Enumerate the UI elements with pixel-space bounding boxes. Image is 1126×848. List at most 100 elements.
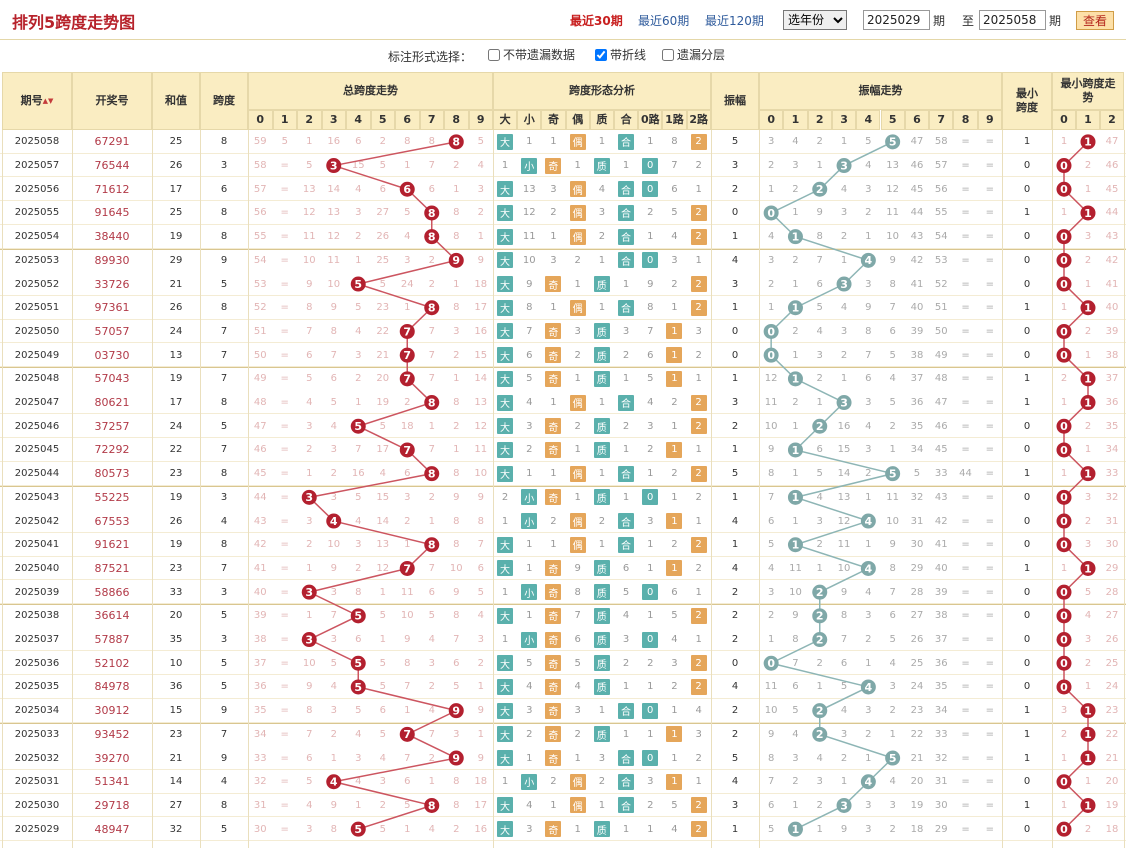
amp-miss-cell: 2: [792, 776, 799, 788]
option-layer-label: 遗漏分层: [677, 48, 726, 62]
span-miss-cell: 4: [355, 183, 362, 195]
span-ball-label: 7: [403, 373, 411, 386]
span-ball-label: 3: [305, 586, 313, 599]
amp-cell: 5: [731, 468, 739, 480]
span-miss-cell: 6: [330, 373, 337, 385]
shape-miss-cell: 1: [647, 231, 654, 243]
amp-miss-cell: 3: [865, 823, 872, 835]
amp-ball: [860, 774, 876, 790]
amp-miss-cell: 37: [934, 634, 948, 646]
span-ball-label: 9: [452, 704, 460, 717]
shape-badge: 1: [666, 513, 683, 530]
sort-icon[interactable]: ▲▼: [42, 97, 54, 105]
span-miss-cell: 2: [453, 349, 460, 361]
shape-miss-cell: 1: [598, 397, 606, 409]
period-cell: 2025054: [14, 231, 60, 243]
shape-badge: 0: [642, 489, 659, 506]
column-separator: [152, 130, 153, 848]
min-miss-cell: 4: [1084, 610, 1092, 622]
amp-ball: [860, 252, 876, 268]
amp-ball: [860, 513, 876, 529]
min-miss-cell: 19: [1105, 799, 1119, 811]
span-miss-cell: 2: [404, 397, 411, 409]
amp-miss-cell: 11: [789, 562, 802, 574]
shape-badge: 小: [521, 513, 538, 530]
shape-miss-cell: 4: [526, 397, 533, 409]
shape-badge: 偶: [569, 228, 586, 245]
span-miss-cell: 18: [474, 278, 488, 290]
option-line[interactable]: 带折线: [595, 46, 646, 63]
shape-miss-cell: 1: [574, 491, 581, 503]
span-miss-cell: 13: [327, 207, 341, 219]
recent-60-link[interactable]: 最近60期: [638, 14, 690, 28]
shape-miss-cell: 1: [598, 254, 606, 266]
view-button[interactable]: 查看: [1076, 11, 1114, 30]
span-miss-cell: 10: [302, 254, 316, 266]
shape-badge: 大: [497, 465, 513, 482]
amp-miss-cell: 40: [934, 562, 948, 574]
amp-cell: 2: [731, 634, 739, 646]
shape-badge: 大: [497, 797, 513, 814]
option-layer-checkbox[interactable]: [662, 48, 674, 61]
amp-miss-cell: =: [961, 278, 970, 290]
shape-miss-cell: 4: [695, 705, 702, 717]
prize-cell: 29718: [94, 798, 130, 812]
period-header[interactable]: 期号 ▲▼: [2, 72, 72, 130]
option-no-miss-label: 不带遗漏数据: [503, 48, 576, 62]
shape-miss-cell: 3: [647, 420, 654, 432]
span-miss-cell: =: [280, 610, 289, 622]
prize-cell: 33726: [94, 277, 130, 291]
shape-miss-cell: 1: [695, 776, 702, 788]
amp-miss-cell: =: [961, 610, 970, 622]
row-separator: [0, 555, 1126, 557]
span-miss-cell: 6: [379, 705, 386, 717]
recent-30-link[interactable]: 最近30期: [570, 14, 623, 28]
shape-miss-cell: 1: [574, 160, 581, 172]
period-cell: 2025051: [14, 302, 60, 314]
recent-120-link[interactable]: 最近120期: [705, 14, 764, 28]
span-miss-cell: 3: [355, 349, 362, 361]
amp-cell: 2: [731, 420, 739, 432]
shape-miss-cell: 1: [647, 610, 654, 622]
span-miss-cell: =: [280, 562, 289, 574]
span-ball: [424, 537, 440, 553]
amp-miss-cell: 1: [840, 373, 848, 385]
option-no-miss-checkbox[interactable]: [488, 48, 500, 61]
min-miss-cell: 1: [1060, 207, 1068, 219]
span-ball-label: 5: [354, 420, 362, 433]
amp-ball: [763, 323, 779, 339]
amp-miss-cell: =: [961, 254, 970, 266]
span-miss-cell: =: [280, 491, 289, 503]
amp-miss-cell: 5: [792, 705, 799, 717]
span-miss-cell: 7: [330, 610, 337, 622]
amp-miss-cell: 1: [792, 468, 799, 480]
span-cell: 3: [220, 634, 228, 646]
amp-digit-header-2: 2: [807, 110, 832, 130]
year-select[interactable]: 选年份: [783, 10, 847, 30]
shape-miss-cell: 6: [574, 634, 581, 646]
amp-miss-cell: 2: [816, 373, 823, 385]
option-no-miss[interactable]: 不带遗漏数据: [488, 46, 575, 63]
amp-cell: 2: [731, 705, 739, 717]
span-miss-cell: 4: [306, 799, 313, 811]
period-to-input[interactable]: [979, 10, 1046, 30]
row-separator: [0, 413, 1126, 415]
amp-miss-cell: 36: [934, 657, 948, 669]
option-line-checkbox[interactable]: [595, 48, 607, 61]
shape-badge: 合: [618, 797, 634, 814]
span-cell: 8: [220, 539, 228, 551]
option-line-label: 带折线: [610, 48, 647, 62]
min-miss-cell: 43: [1105, 231, 1119, 243]
shape-miss-cell: 1: [622, 823, 630, 835]
amp-digit-header-4: 4: [856, 110, 881, 130]
option-layer[interactable]: 遗漏分层: [662, 46, 725, 63]
period-from-input[interactable]: [863, 10, 930, 30]
span-miss-cell: 1: [379, 586, 386, 598]
amp-miss-cell: =: [961, 302, 970, 314]
amp-miss-cell: =: [985, 325, 995, 337]
shape-badge: 质: [593, 157, 610, 174]
amp-ball-label: 2: [816, 420, 824, 433]
sum-cell: 25: [169, 207, 183, 219]
amp-cell: 4: [731, 681, 739, 693]
span-miss-cell: 1: [453, 373, 460, 385]
